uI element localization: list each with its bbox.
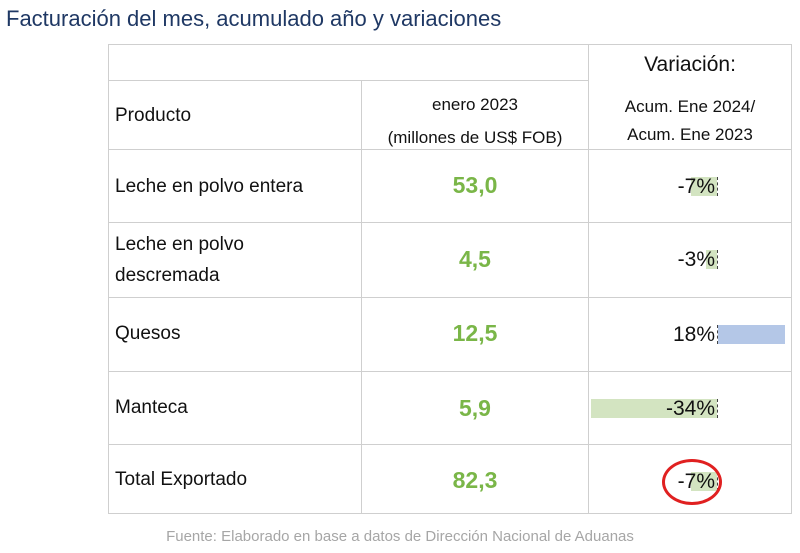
product-name: Leche en polvo descremada (115, 229, 244, 291)
column-divider (361, 80, 362, 513)
source-note: Fuente: Elaborado en base a datos de Dir… (166, 528, 634, 545)
product-name: Leche en polvo entera (115, 176, 304, 197)
row-divider (109, 297, 791, 298)
column-divider (588, 45, 589, 513)
product-name: Total Exportado (115, 469, 248, 490)
value-cell: 5,9 (459, 395, 491, 421)
header-variation: Acum. Ene 2024/ Acum. Ene 2023 (589, 93, 791, 149)
zero-axis (717, 177, 718, 196)
value-cell: 82,3 (452, 467, 498, 493)
highlight-circle-icon (662, 458, 722, 505)
exports-table: Producto enero 2023 (millones de US$ FOB… (108, 44, 792, 514)
product-name-line2: descremada (115, 265, 220, 286)
header-divider-top (109, 80, 588, 81)
header-period-line2: (millones de US$ FOB) (387, 128, 563, 147)
header-period-line1: enero 2023 (431, 95, 519, 114)
row-divider (109, 149, 791, 150)
header-variation-title: Variación: (644, 53, 736, 76)
product-name: Manteca (115, 397, 188, 418)
product-name: Quesos (115, 323, 181, 344)
zero-axis (717, 250, 718, 269)
value-cell: 53,0 (452, 172, 498, 198)
value-cell: 12,5 (452, 320, 498, 346)
row-divider (109, 371, 791, 372)
variation-bar (691, 177, 717, 196)
variation-label: 18% (672, 322, 715, 346)
variation-bar (705, 250, 717, 269)
variation-bar (591, 399, 717, 418)
row-divider (109, 444, 791, 445)
header-period: enero 2023 (millones de US$ FOB) (362, 89, 588, 153)
variation-label: -34% (665, 396, 715, 420)
zero-axis (717, 399, 718, 418)
variation-bar (718, 325, 785, 344)
row-divider (109, 222, 791, 223)
variation-label: -7% (677, 174, 715, 198)
value-cell: 4,5 (459, 246, 491, 272)
header-variation-line1: Acum. Ene 2024/ (624, 97, 756, 116)
header-variation-line2: Acum. Ene 2023 (627, 125, 753, 144)
variation-label: -3% (677, 247, 715, 271)
header-product: Producto (115, 105, 192, 126)
product-name-line1: Leche en polvo (115, 234, 244, 255)
zero-axis (717, 325, 718, 344)
page-title: Facturación del mes, acumulado año y var… (6, 6, 502, 31)
